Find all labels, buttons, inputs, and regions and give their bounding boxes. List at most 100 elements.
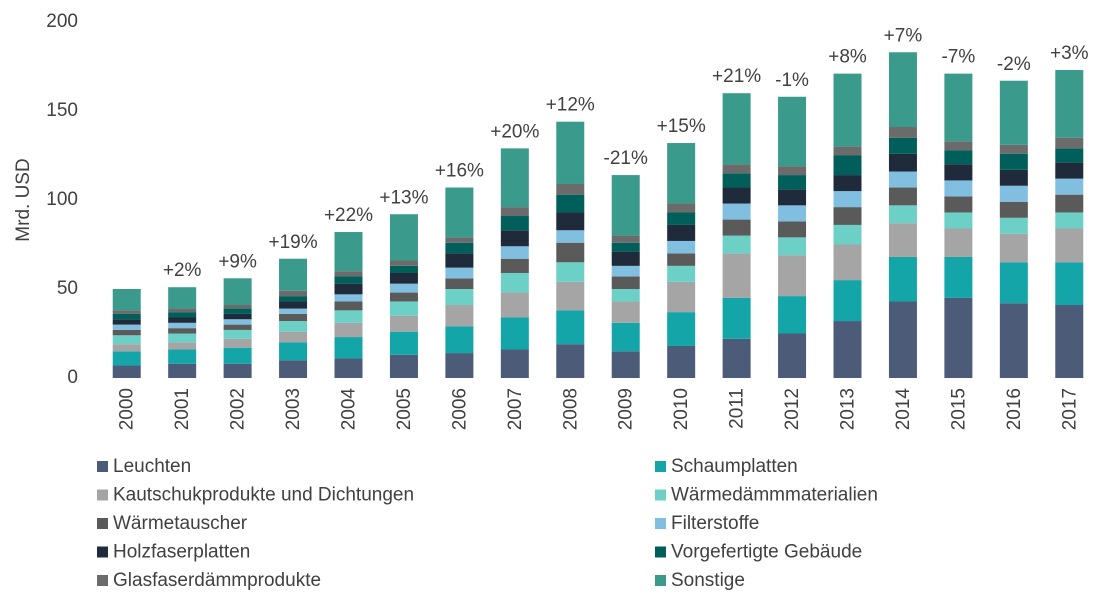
bar-segment [888,223,917,257]
bar-segment [833,191,862,208]
growth-label: +3% [1050,43,1089,64]
legend-label: Vorgefertigte Gebäude [671,542,862,563]
bar-segment [999,262,1028,304]
bar-segment [168,342,197,350]
bar-segment [778,166,807,176]
bar-segment [999,185,1028,202]
bar-segment [112,344,141,352]
bar-segment [888,301,917,378]
bar-segment [722,187,751,204]
bar-segment [611,265,640,277]
bar-segment [833,155,862,176]
bar-segment [334,358,363,378]
bar-segment [168,349,197,364]
growth-label: +20% [490,121,539,142]
bar-segment [611,322,640,352]
bar-segment [389,315,418,332]
bar-segment [334,271,363,277]
bar-segment [833,280,862,322]
x-tick-label: 2013 [838,388,859,430]
bar-segment [1055,148,1084,163]
bar-segment [999,144,1028,154]
bar-segment [999,217,1028,234]
bar-segment [1055,137,1084,149]
bar-segment [833,244,862,281]
bar-segment [279,296,308,302]
bar-segment [999,153,1028,170]
bar-segment [445,187,474,238]
bar-segment [1055,305,1084,378]
bar-segment [833,224,862,245]
bar-segment [778,175,807,190]
bar-segment [1055,262,1084,306]
bar-segment [944,297,973,378]
bar-segment [999,201,1028,218]
x-tick-label: 2017 [1059,388,1080,430]
bar-segment [944,196,973,213]
bar-segment [334,301,363,311]
bar-segment [944,256,973,298]
y-axis-label: Mrd. USD [13,158,34,241]
bar-segment [112,289,141,311]
bar-segment [667,143,696,204]
bar-segment [722,235,751,254]
growth-label: -7% [941,47,975,68]
bar-segment [778,237,807,256]
bar-segment [168,308,197,313]
bar-segment [611,276,640,289]
bar-segment [500,207,529,217]
bar-segment [667,265,696,282]
bar-segment [279,342,308,361]
bar-segment [279,301,308,309]
growth-label: -2% [997,54,1031,75]
legend-label: Holzfaserplatten [113,542,250,563]
bar-segment [223,313,252,320]
legend-swatch [97,546,108,558]
bar-segment [168,287,197,309]
bar-segment [334,310,363,323]
bar-segment [888,187,917,206]
bar-segment [279,290,308,297]
x-tick-label: 2004 [339,388,360,431]
bar-segment [334,276,363,284]
bar-segment [778,189,807,206]
bar-segment [1055,178,1084,195]
bar-segment [389,260,418,266]
bar-segment [611,175,640,236]
bar-segment [223,305,252,309]
bar-segment [888,171,917,188]
bar-segment [722,297,751,339]
bar-segment [556,183,585,195]
bar-segment [556,212,585,231]
x-tick-label: 2011 [727,388,748,429]
bar-segment [445,253,474,268]
bar-segment [112,329,141,336]
bar-segment [667,345,696,378]
bar-segment [334,294,363,302]
growth-label: +9% [218,251,257,272]
legend-swatch [655,461,666,472]
bar-segment [778,255,807,297]
bar-segment [279,308,308,314]
bar-segment [556,310,585,345]
bar-segment [556,344,585,378]
x-tick-label: 2012 [782,388,803,430]
bar-segment [888,256,917,302]
bar-segment [667,240,696,254]
legend-swatch [97,575,108,586]
bar-segment [389,283,418,293]
legend-swatch [97,518,108,529]
bar-segment [223,363,252,378]
bar-segment [722,164,751,174]
x-tick-label: 2005 [394,388,415,430]
bar-segment [389,214,418,261]
bar-segment [722,203,751,220]
bar-segment [223,347,252,364]
bar-segment [223,329,252,339]
bar-segment [999,233,1028,263]
y-tick-label: 100 [46,189,78,210]
bar-segment [279,313,308,322]
bar-segment [168,312,197,318]
bar-segment [168,317,197,323]
bar-segment [667,224,696,241]
